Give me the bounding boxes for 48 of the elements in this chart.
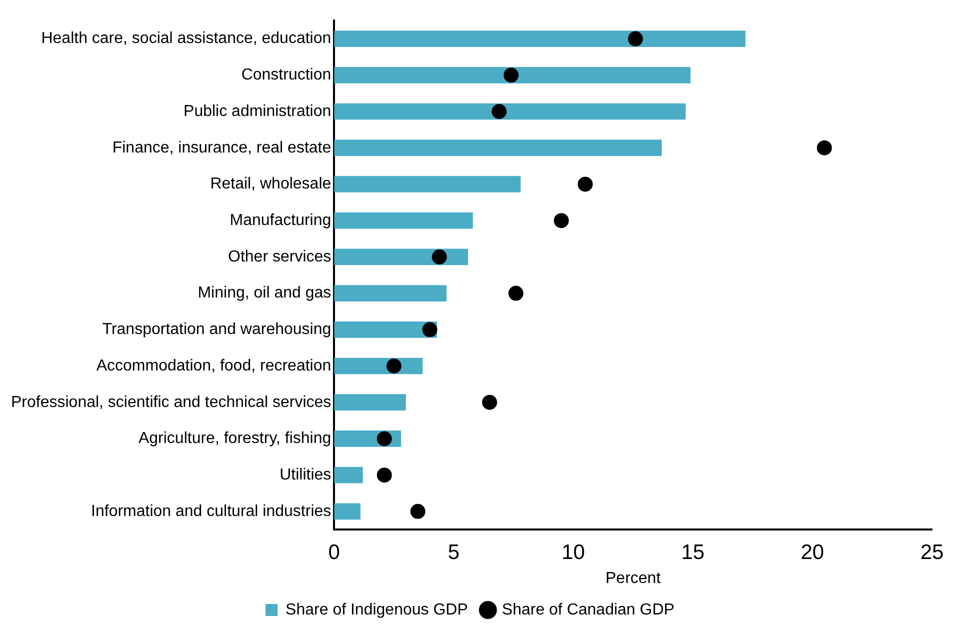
bar (334, 394, 406, 411)
y-tick-label: Information and cultural industries (91, 502, 332, 520)
point (422, 322, 438, 338)
point (508, 286, 524, 301)
point (554, 213, 569, 228)
x-tick-label: 20 (800, 540, 824, 564)
point (504, 68, 519, 83)
bar (334, 248, 468, 266)
bar (334, 212, 473, 229)
bar (334, 30, 746, 47)
y-tick-label: Finance, insurance, real estate (112, 139, 332, 156)
x-tick-label: 5 (448, 540, 460, 564)
y-tick-label: Accommodation, food, recreation (96, 357, 332, 374)
x-tick-label: 10 (562, 540, 585, 564)
bar (334, 503, 360, 520)
point (482, 394, 498, 410)
bar (334, 285, 447, 302)
point (386, 358, 402, 374)
legend-label: Share of Canadian GDP (502, 601, 674, 618)
point (432, 249, 447, 264)
bar (334, 103, 686, 120)
y-tick-label: Retail, wholesale (210, 176, 332, 193)
bar (334, 466, 363, 484)
point (628, 31, 643, 46)
y-tick-label: Mining, oil and gas (198, 284, 332, 302)
point (816, 140, 832, 156)
y-tick-label: Public administration (184, 102, 332, 120)
bar (334, 176, 521, 192)
y-tick-label: Agriculture, forestry, fishing (138, 430, 332, 448)
bar (334, 140, 662, 156)
x-tick-label: 25 (920, 540, 944, 564)
point (578, 176, 593, 192)
y-tick-label: Professional, scientific and technical services (10, 394, 332, 411)
point (410, 504, 426, 519)
bar (334, 66, 690, 84)
point (376, 468, 392, 483)
point (376, 431, 392, 446)
y-tick-label: Other services (228, 248, 332, 266)
y-tick-label: Transportation and warehousing (102, 321, 332, 338)
point (492, 104, 507, 119)
y-tick-label: Construction (241, 66, 332, 84)
y-tick-label: Utilities (280, 466, 332, 484)
x-tick-label: 15 (681, 540, 705, 564)
y-tick-label: Manufacturing (230, 212, 332, 229)
x-axis-title: Percent (606, 570, 662, 587)
x-tick-label: 0 (328, 540, 340, 564)
legend-label: Share of Indigenous GDP (286, 601, 468, 618)
y-tick-label: Health care, social assistance, education (41, 30, 332, 48)
